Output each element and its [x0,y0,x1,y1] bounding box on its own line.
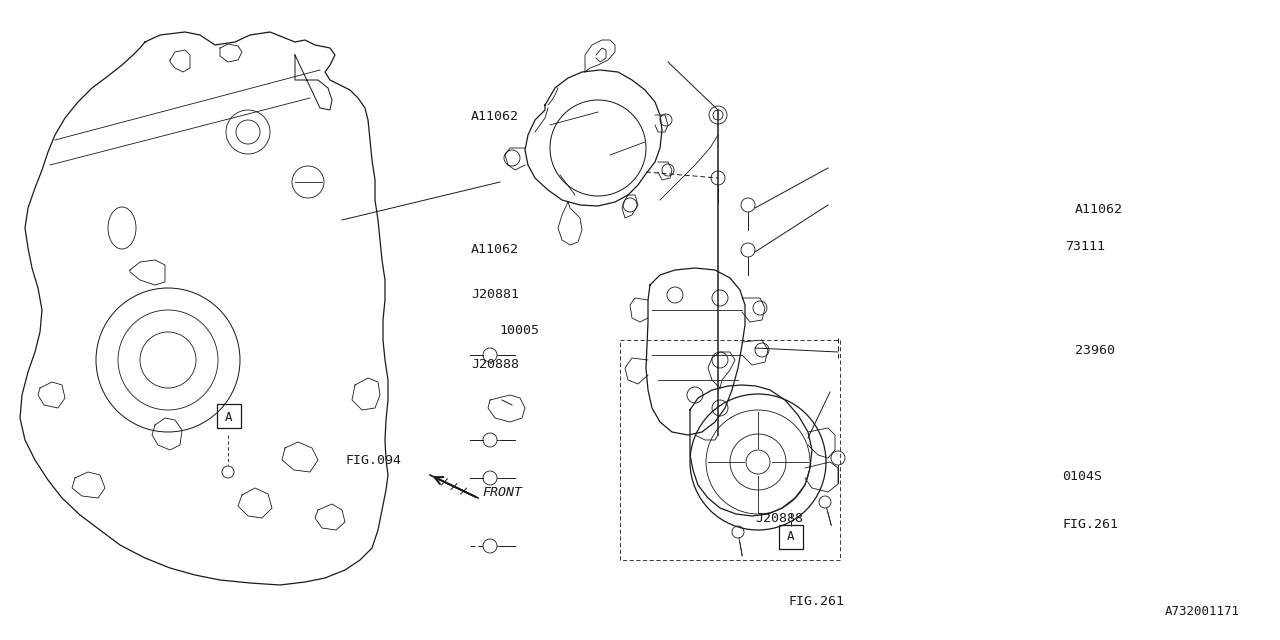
Text: J20881: J20881 [471,288,520,301]
Text: 23960: 23960 [1075,344,1115,357]
Text: A11062: A11062 [471,110,520,123]
Text: 73111: 73111 [1065,240,1105,253]
Text: FRONT: FRONT [483,486,522,499]
Text: A11062: A11062 [471,243,520,256]
Text: 0104S: 0104S [1062,470,1102,483]
Text: A11062: A11062 [1075,204,1124,216]
Text: 10005: 10005 [499,324,539,337]
Text: A: A [225,410,233,424]
Text: J20888: J20888 [755,512,804,525]
Text: FIG.261: FIG.261 [788,595,845,608]
Text: A732001171: A732001171 [1165,605,1240,618]
Text: FIG.261: FIG.261 [1062,518,1119,531]
Text: FIG.094: FIG.094 [346,454,402,467]
Text: A: A [787,531,795,543]
Text: J20888: J20888 [471,358,520,371]
